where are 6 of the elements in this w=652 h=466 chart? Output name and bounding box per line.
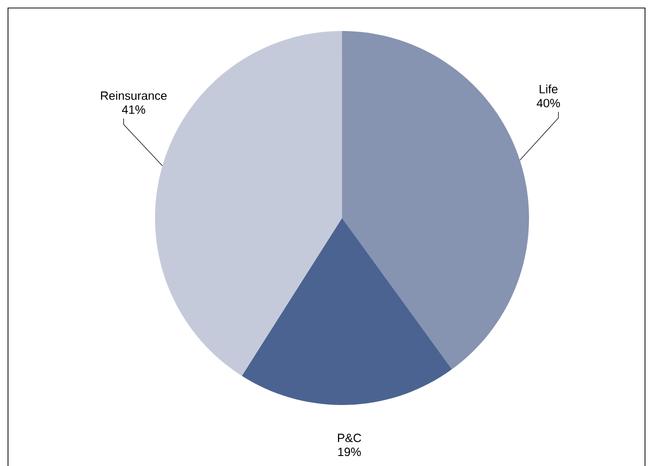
data-label: 40% xyxy=(536,98,560,108)
data-label: 19% xyxy=(338,447,361,456)
slice-label: P&C xyxy=(338,433,362,442)
slice-label: Life xyxy=(540,84,558,94)
data-label: 41% xyxy=(122,105,146,114)
slice-label: Reinsurance xyxy=(101,90,167,100)
